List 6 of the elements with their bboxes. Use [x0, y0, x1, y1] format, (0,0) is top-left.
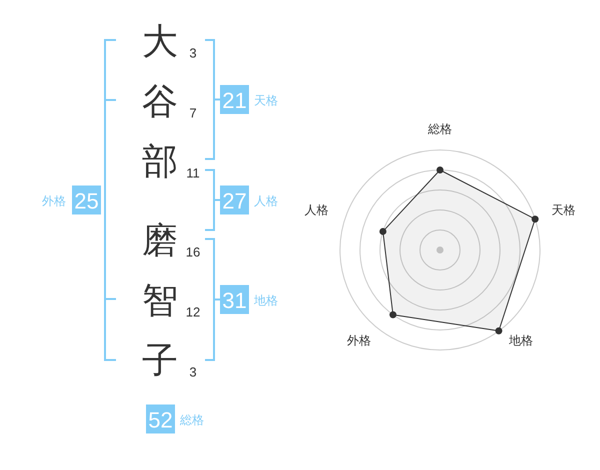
character: 子 [142, 340, 178, 380]
character: 大 [142, 20, 178, 62]
character: 部 [142, 140, 178, 182]
character: 智 [142, 280, 178, 320]
character: 谷 [142, 80, 178, 122]
character: 磨 [142, 220, 178, 260]
